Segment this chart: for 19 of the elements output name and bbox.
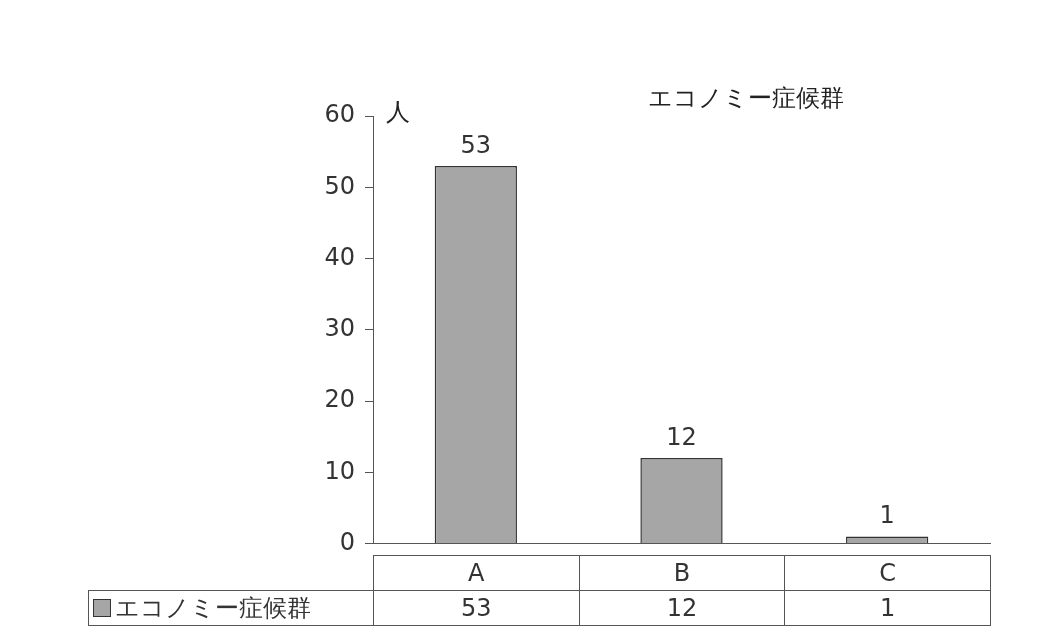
- y-tick-label: 30: [324, 314, 355, 343]
- annotation: 1: [878, 500, 896, 531]
- x-tick-label: A: [373, 555, 580, 591]
- data-label: 1: [784, 590, 991, 626]
- x-tick-label: C: [784, 555, 991, 591]
- legend-label: エコノミー症候群: [115, 594, 311, 622]
- y-axis-title: 人: [386, 97, 410, 128]
- y-tick-label: 60: [324, 100, 355, 129]
- y-tick-label: 40: [324, 242, 355, 271]
- annotation: 12: [665, 422, 698, 453]
- data-label: 53: [373, 590, 580, 626]
- y-tick-label: 50: [324, 171, 355, 200]
- chart-title: エコノミー症候群: [648, 83, 844, 114]
- y-tick-label: 20: [324, 385, 355, 414]
- y-tick-label: 10: [324, 456, 355, 485]
- data-label: 12: [579, 590, 785, 626]
- x-tick-label: B: [579, 555, 785, 591]
- annotation: 53: [459, 129, 493, 160]
- y-tick-label: 0: [339, 527, 355, 556]
